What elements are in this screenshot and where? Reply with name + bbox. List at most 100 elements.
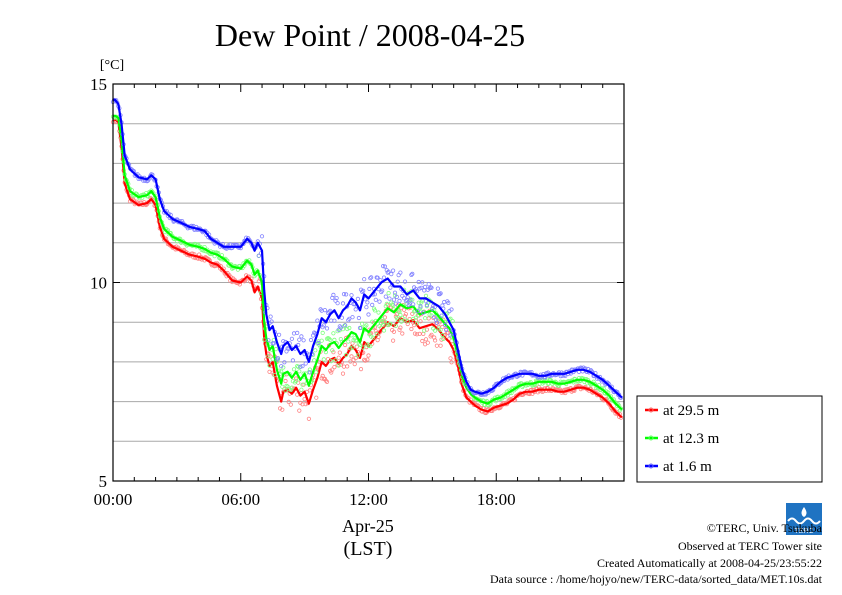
- data-point: [330, 367, 335, 372]
- data-point: [440, 332, 445, 338]
- data-point: [291, 367, 297, 372]
- credit-source: Data source : /home/hojyo/new/TERC-data/…: [490, 572, 823, 586]
- data-point: [296, 364, 301, 369]
- data-point: [321, 323, 326, 328]
- data-point: [293, 376, 299, 381]
- data-point: [391, 297, 397, 302]
- data-point: [403, 311, 408, 317]
- data-point: [414, 332, 419, 337]
- data-point: [432, 328, 438, 333]
- data-point: [355, 353, 360, 358]
- data-point: [420, 338, 425, 344]
- data-point: [354, 344, 359, 349]
- data-point: [301, 338, 306, 343]
- data-point: [438, 343, 443, 348]
- credit-copyright: ©TERC, Univ. Tsukuba: [707, 521, 823, 535]
- data-point: [288, 402, 293, 407]
- data-point: [340, 301, 346, 306]
- data-point: [426, 316, 431, 321]
- data-point: [322, 307, 327, 313]
- data-point: [347, 325, 352, 331]
- data-point: [353, 355, 358, 361]
- data-point: [323, 378, 328, 383]
- data-point: [440, 324, 445, 330]
- data-point: [332, 364, 337, 370]
- terc-logo-drop: [801, 507, 807, 517]
- data-point: [289, 385, 294, 390]
- data-point: [425, 340, 430, 345]
- data-point: [349, 293, 354, 298]
- data-point: [343, 352, 349, 358]
- legend-item-12-3m: at 12.3 m: [645, 431, 720, 447]
- data-point: [336, 355, 341, 360]
- data-point: [330, 348, 335, 353]
- data-point: [429, 285, 434, 290]
- data-point: [266, 338, 271, 343]
- data-point: [391, 329, 397, 334]
- data-point: [268, 354, 273, 359]
- data-point: [342, 323, 348, 328]
- y-axis-unit: [°C]: [100, 58, 124, 73]
- data-point: [275, 355, 281, 361]
- data-point: [334, 295, 339, 301]
- data-point: [359, 289, 365, 294]
- data-point: [449, 307, 454, 312]
- data-point: [286, 399, 291, 404]
- data-point: [362, 277, 367, 282]
- data-point: [424, 302, 429, 308]
- data-point: [364, 305, 369, 310]
- data-point: [313, 348, 318, 353]
- data-point: [411, 302, 416, 307]
- data-point: [410, 271, 415, 276]
- series-1-points: [110, 114, 624, 413]
- data-point: [421, 310, 426, 315]
- data-point: [381, 275, 387, 280]
- data-point: [349, 354, 354, 359]
- data-point: [410, 297, 415, 302]
- data-point: [393, 301, 398, 306]
- legend-box: [636, 395, 823, 483]
- data-point: [280, 407, 285, 412]
- data-point: [398, 312, 403, 318]
- data-point: [307, 370, 312, 375]
- data-point: [366, 353, 371, 358]
- data-point: [388, 285, 393, 290]
- data-point: [397, 298, 402, 303]
- data-point: [418, 304, 423, 309]
- data-point: [356, 315, 361, 321]
- axis-ticks: 5 10 15 00:00 06:00 12:00 18:00: [90, 75, 624, 509]
- data-point: [303, 361, 308, 366]
- data-point: [368, 343, 373, 349]
- data-point: [319, 338, 324, 343]
- data-point: [389, 271, 394, 277]
- data-point: [398, 325, 403, 330]
- data-point: [448, 356, 453, 361]
- data-point: [400, 331, 405, 336]
- data-point: [423, 337, 429, 342]
- data-point: [326, 309, 332, 314]
- data-point: [386, 269, 391, 274]
- data-point: [267, 363, 272, 368]
- x-tick-label: 06:00: [221, 490, 260, 509]
- terc-logo-text: TERC: [794, 528, 813, 535]
- data-point: [268, 314, 273, 319]
- data-point: [370, 335, 376, 340]
- data-point: [282, 360, 287, 365]
- data-point: [273, 346, 278, 352]
- data-point: [359, 321, 365, 326]
- data-point: [369, 275, 374, 280]
- data-point: [373, 297, 378, 302]
- data-point: [402, 279, 408, 284]
- data-point: [437, 320, 442, 325]
- legend-item-1-6m: at 1.6 m: [645, 459, 712, 475]
- data-point: [423, 293, 429, 298]
- data-point: [395, 279, 400, 284]
- credit-created: Created Automatically at 2008-04-25/23:5…: [597, 556, 822, 570]
- data-point: [280, 384, 285, 389]
- x-tick-label: 00:00: [94, 490, 133, 509]
- series-1: [110, 114, 624, 413]
- data-point: [348, 346, 353, 351]
- data-point: [364, 323, 369, 328]
- data-point: [297, 337, 302, 342]
